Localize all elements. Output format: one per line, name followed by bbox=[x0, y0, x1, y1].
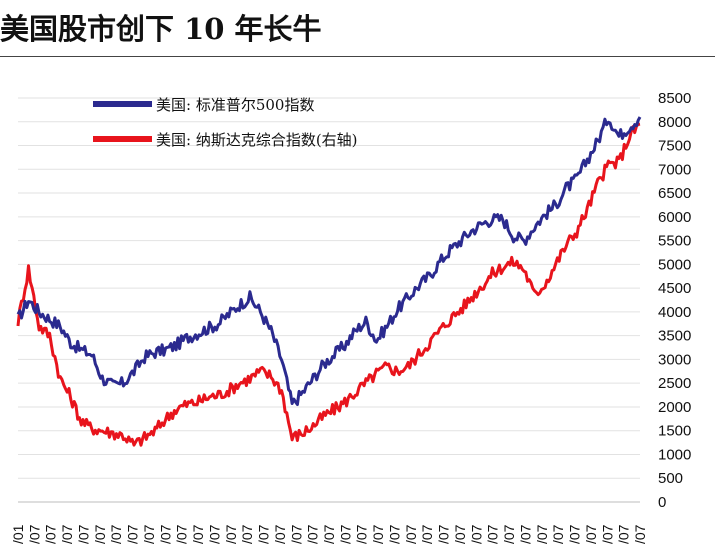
x-tick-label: /07 bbox=[567, 524, 583, 544]
series-line-nasdaq bbox=[16, 122, 641, 447]
x-tick-label: /07 bbox=[43, 524, 59, 544]
x-tick-label: /07 bbox=[206, 524, 222, 544]
y-tick-label: 0 bbox=[658, 494, 666, 511]
y-tick-label: 8000 bbox=[658, 114, 691, 131]
x-tick-label: /07 bbox=[583, 524, 599, 544]
y-tick-label: 5000 bbox=[658, 256, 691, 273]
x-tick-label: /07 bbox=[272, 524, 288, 544]
x-tick-label: /01 bbox=[10, 524, 26, 544]
y-tick-label: 1000 bbox=[658, 446, 691, 463]
y-tick-label: 5500 bbox=[658, 233, 691, 250]
x-tick-label: /07 bbox=[616, 524, 632, 544]
x-tick-label: /07 bbox=[517, 524, 533, 544]
legend-label-sp500: 美国: 标准普尔500指数 bbox=[156, 96, 314, 114]
legend: 美国: 标准普尔500指数 美国: 纳斯达克综合指数(右轴) bbox=[93, 96, 358, 149]
y-axis-tick-labels: 8500800075007000650060005500500045004000… bbox=[658, 90, 691, 511]
x-tick-label: /07 bbox=[190, 524, 206, 544]
x-tick-label: /07 bbox=[419, 524, 435, 544]
y-tick-label: 6000 bbox=[658, 209, 691, 226]
x-tick-label: /07 bbox=[305, 524, 321, 544]
y-tick-label: 2000 bbox=[658, 399, 691, 416]
x-tick-label: /07 bbox=[75, 524, 91, 544]
x-tick-label: /07 bbox=[599, 524, 615, 544]
legend-label-nasdaq: 美国: 纳斯达克综合指数(右轴) bbox=[156, 131, 358, 149]
x-tick-label: /07 bbox=[452, 524, 468, 544]
y-tick-label: 3500 bbox=[658, 328, 691, 345]
x-tick-label: /07 bbox=[468, 524, 484, 544]
y-tick-label: 8500 bbox=[658, 90, 691, 107]
x-tick-label: /07 bbox=[59, 524, 75, 544]
series-lines bbox=[16, 116, 642, 447]
chart-title: 美国股市创下 10 年长牛 bbox=[0, 12, 322, 46]
x-tick-label: /07 bbox=[337, 524, 353, 544]
y-tick-label: 3000 bbox=[658, 351, 691, 368]
y-tick-label: 1500 bbox=[658, 423, 691, 440]
series-line-sp500 bbox=[16, 116, 642, 406]
x-tick-label: /07 bbox=[223, 524, 239, 544]
x-tick-label: /07 bbox=[157, 524, 173, 544]
x-tick-label: /07 bbox=[632, 524, 648, 544]
x-tick-label: /07 bbox=[354, 524, 370, 544]
x-tick-label: /07 bbox=[256, 524, 272, 544]
x-tick-label: /07 bbox=[239, 524, 255, 544]
x-tick-label: /07 bbox=[550, 524, 566, 544]
x-tick-label: /07 bbox=[141, 524, 157, 544]
y-tick-label: 500 bbox=[658, 470, 683, 487]
x-tick-label: /07 bbox=[288, 524, 304, 544]
gridlines bbox=[18, 97, 640, 503]
x-tick-label: /07 bbox=[501, 524, 517, 544]
x-axis-tick-labels: /01/07/07/07/07/07/07/07/07/07/07/07/07/… bbox=[10, 524, 648, 544]
x-tick-label: /07 bbox=[92, 524, 108, 544]
x-tick-label: /07 bbox=[174, 524, 190, 544]
x-tick-label: /07 bbox=[370, 524, 386, 544]
x-tick-label: /07 bbox=[485, 524, 501, 544]
title-divider bbox=[0, 56, 715, 57]
x-tick-label: /07 bbox=[321, 524, 337, 544]
x-tick-label: /07 bbox=[26, 524, 42, 544]
y-tick-label: 4500 bbox=[658, 280, 691, 297]
x-tick-label: /07 bbox=[125, 524, 141, 544]
x-tick-label: /07 bbox=[386, 524, 402, 544]
x-tick-label: /07 bbox=[108, 524, 124, 544]
y-tick-label: 6500 bbox=[658, 185, 691, 202]
y-tick-label: 7500 bbox=[658, 138, 691, 155]
y-tick-label: 4000 bbox=[658, 304, 691, 321]
x-tick-label: /07 bbox=[534, 524, 550, 544]
y-tick-label: 7000 bbox=[658, 161, 691, 178]
x-tick-label: /07 bbox=[403, 524, 419, 544]
y-tick-label: 2500 bbox=[658, 375, 691, 392]
x-tick-label: /07 bbox=[436, 524, 452, 544]
